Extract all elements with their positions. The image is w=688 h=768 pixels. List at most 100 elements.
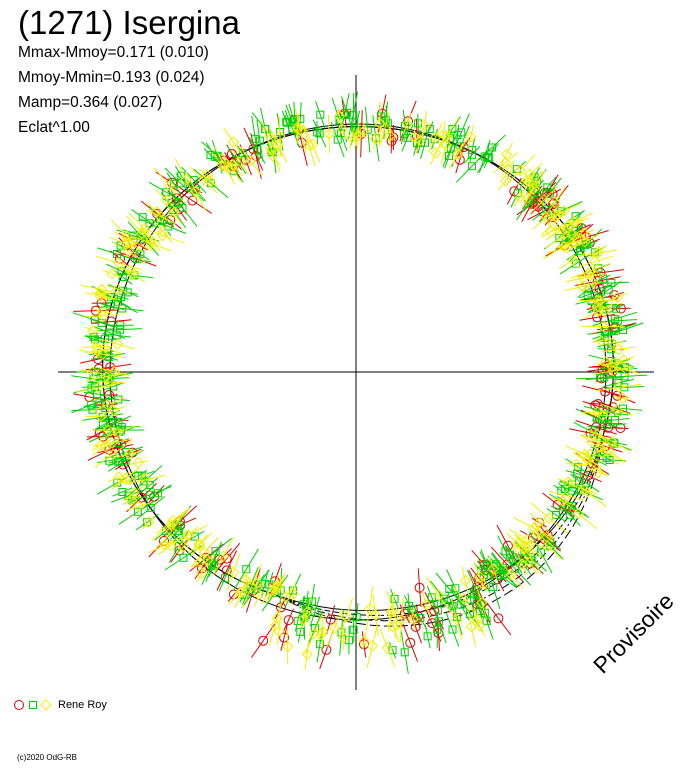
data-point-diamond bbox=[94, 439, 107, 452]
error-bar bbox=[578, 249, 617, 257]
data-point-diamond bbox=[195, 567, 208, 580]
error-bar bbox=[425, 576, 452, 614]
error-bar bbox=[559, 504, 581, 526]
data-point-diamond bbox=[111, 283, 124, 295]
error-bar bbox=[166, 172, 182, 196]
data-point-square bbox=[405, 601, 414, 610]
error-bar bbox=[93, 337, 116, 341]
error-bar bbox=[442, 129, 460, 168]
error-bar bbox=[71, 395, 112, 414]
data-point-diamond bbox=[328, 622, 341, 634]
error-bar bbox=[82, 345, 112, 348]
data-point-diamond bbox=[182, 529, 195, 541]
error-bar bbox=[236, 145, 249, 161]
error-bar bbox=[135, 513, 159, 531]
data-point-diamond bbox=[514, 191, 526, 203]
data-point-diamond bbox=[216, 159, 228, 171]
error-bar bbox=[94, 440, 132, 468]
error-bar bbox=[490, 546, 524, 583]
error-bar bbox=[85, 372, 127, 381]
error-bar bbox=[531, 525, 543, 540]
data-point-square bbox=[89, 332, 98, 341]
data-point-diamond bbox=[457, 593, 470, 605]
error-bar bbox=[145, 209, 177, 225]
data-point-diamond bbox=[522, 192, 534, 204]
data-point-diamond bbox=[323, 128, 335, 140]
data-point-diamond bbox=[95, 283, 108, 296]
data-point-square bbox=[467, 162, 476, 171]
data-point-square bbox=[597, 287, 605, 296]
error-bar bbox=[76, 370, 115, 373]
error-bar bbox=[500, 160, 515, 178]
data-point-circle bbox=[405, 637, 416, 648]
error-bar bbox=[366, 623, 379, 668]
error-bar bbox=[226, 145, 247, 175]
error-bar bbox=[498, 560, 524, 589]
data-point-diamond bbox=[583, 268, 595, 281]
data-point-diamond bbox=[528, 522, 540, 534]
error-bar bbox=[602, 322, 644, 338]
error-bar bbox=[586, 299, 615, 303]
error-bar bbox=[317, 626, 326, 643]
error-bar bbox=[304, 612, 324, 655]
error-bar bbox=[124, 474, 166, 485]
error-bar bbox=[589, 244, 608, 259]
data-point-diamond bbox=[234, 156, 247, 168]
legend-observer-label: Rene Roy bbox=[58, 699, 107, 711]
data-point-diamond bbox=[592, 305, 605, 317]
data-point-diamond bbox=[164, 540, 177, 552]
error-bar bbox=[538, 176, 557, 198]
error-bar bbox=[486, 565, 501, 610]
data-point-diamond bbox=[167, 515, 179, 527]
error-bar bbox=[254, 582, 264, 607]
error-bar bbox=[473, 607, 482, 632]
data-point-diamond bbox=[430, 147, 442, 159]
data-point-diamond bbox=[363, 603, 376, 615]
data-point-square bbox=[433, 625, 442, 634]
data-point-square bbox=[598, 406, 607, 415]
data-point-square bbox=[133, 507, 142, 516]
data-point-square bbox=[146, 490, 155, 499]
data-point-square bbox=[489, 583, 498, 592]
error-bar bbox=[350, 110, 361, 146]
error-bar bbox=[102, 382, 124, 391]
data-point-diamond bbox=[107, 448, 119, 461]
error-bar bbox=[584, 303, 613, 319]
data-point-square bbox=[566, 511, 575, 520]
error-bar bbox=[557, 478, 577, 488]
error-bar bbox=[452, 585, 475, 613]
data-point-square bbox=[114, 395, 123, 404]
data-point-diamond bbox=[163, 179, 176, 192]
data-point-square bbox=[388, 646, 397, 655]
data-point-diamond bbox=[581, 453, 594, 466]
data-point-diamond bbox=[593, 441, 606, 454]
error-bar bbox=[261, 575, 280, 605]
error-bar bbox=[256, 119, 264, 162]
error-bar bbox=[390, 588, 399, 609]
data-point-diamond bbox=[113, 257, 125, 269]
data-point-diamond bbox=[197, 174, 210, 186]
error-bar bbox=[218, 564, 232, 592]
error-bar bbox=[596, 366, 617, 371]
data-point-diamond bbox=[384, 130, 397, 142]
error-bar bbox=[576, 450, 605, 458]
error-bar bbox=[568, 477, 607, 508]
error-bar bbox=[92, 308, 112, 314]
data-point-square bbox=[558, 506, 567, 515]
error-bar bbox=[327, 114, 330, 154]
error-bar bbox=[170, 538, 189, 563]
data-point-diamond bbox=[581, 486, 594, 498]
data-points bbox=[71, 91, 648, 674]
error-bar bbox=[284, 114, 290, 131]
error-bar bbox=[542, 233, 585, 260]
error-bar bbox=[226, 553, 241, 592]
data-point-diamond bbox=[120, 238, 132, 250]
error-bar bbox=[177, 539, 190, 555]
data-point-circle bbox=[615, 423, 626, 433]
data-point-square bbox=[146, 503, 155, 512]
data-point-diamond bbox=[592, 466, 605, 478]
error-bar bbox=[388, 591, 395, 633]
error-bar bbox=[596, 383, 642, 392]
error-bar bbox=[508, 528, 547, 551]
